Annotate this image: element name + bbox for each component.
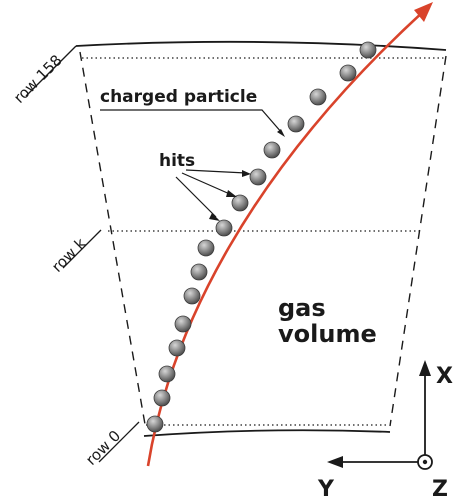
volume-label: volume [278,320,377,348]
row-k-label: row k [48,234,90,276]
hit-8 [197,239,215,257]
hit-3 [158,365,176,383]
hit-6 [183,287,201,305]
coordinate-axes [327,360,433,470]
x-axis-arrowhead [419,360,431,376]
hit-12 [263,141,281,159]
sector-outline [75,40,447,437]
z-axis-dot [422,459,428,465]
hits-label: hits [159,151,195,171]
hit-13 [287,115,305,133]
y-axis-arrowhead [327,456,343,468]
row-label-leaders [25,45,140,463]
charged-particle-leader [100,109,283,134]
hit-10 [231,194,249,212]
hits-leaders [175,169,251,221]
hit-4 [168,339,186,357]
hit-5 [174,315,192,333]
right-dashed-edge [389,55,447,427]
track-arrowhead [414,2,433,22]
charged-particle-label: charged particle [100,87,257,107]
top-arc [75,40,447,51]
hit-16 [359,41,377,59]
row-158-label: row 158 [10,51,66,107]
particle-track [146,2,433,467]
hit-15 [339,64,357,82]
bottom-arc [143,429,391,437]
hit-11 [249,168,267,186]
row-0-label: row 0 [82,427,124,469]
charged-particle-arrowhead [277,129,285,137]
z-axis-label: Z [432,477,448,502]
hit-14 [309,88,327,106]
x-axis-label: X [436,364,453,389]
hits-group [146,41,377,433]
y-axis-label: Y [317,477,335,502]
hit-9 [215,219,233,237]
hit-2 [153,389,171,407]
hit-7 [190,263,208,281]
gas-label: gas [278,294,326,322]
hit-1 [146,415,164,433]
track-line [146,9,426,467]
